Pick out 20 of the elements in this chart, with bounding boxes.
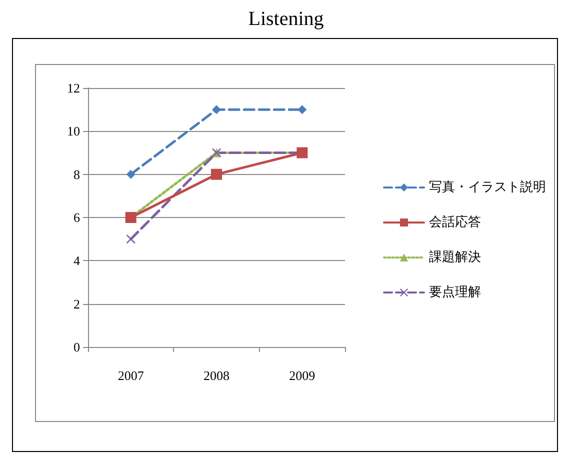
point	[126, 234, 136, 244]
point	[211, 168, 222, 180]
y-tick-label: 12	[67, 80, 80, 96]
legend-label: 課題解決	[429, 250, 481, 265]
y-tick-label: 8	[74, 166, 80, 182]
chart-title: Listening	[248, 8, 324, 30]
legend-label: 写真・イラスト説明	[429, 180, 546, 195]
x-tick-label: 2007	[118, 368, 144, 383]
y-tick-label: 0	[74, 340, 80, 354]
y-tick-label: 6	[74, 210, 80, 225]
y-tick-label: 10	[67, 124, 80, 139]
legend-label: 会話応答	[429, 214, 481, 230]
y-tick-label: 2	[74, 296, 80, 312]
point	[212, 105, 221, 114]
legend-label: 要点理解	[429, 285, 481, 300]
point	[298, 105, 307, 114]
x-tick-label: 2009	[289, 368, 316, 383]
x-tick-label: 2008	[204, 368, 230, 383]
y-tick-label: 4	[74, 253, 80, 268]
point	[126, 170, 136, 179]
